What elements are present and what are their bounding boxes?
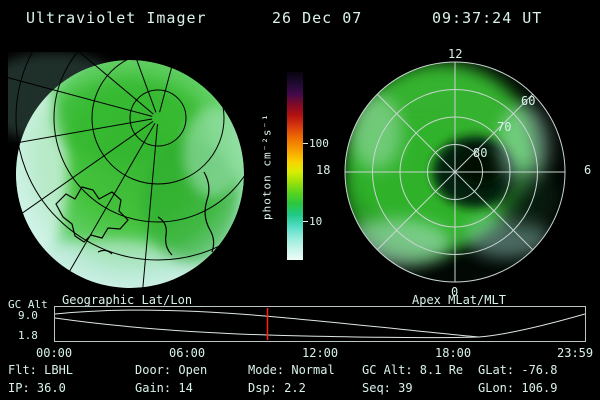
mlt-label-12: 12	[448, 47, 463, 61]
timeline-tick-1200: 12:00	[302, 346, 339, 360]
mlt-label-18: 18	[316, 163, 331, 177]
status-seq: Seq: 39	[362, 381, 413, 395]
geographic-image	[8, 52, 252, 296]
timeline-ymax: 9.0	[18, 309, 38, 322]
date-display: 26 Dec 07	[272, 9, 363, 27]
status-door: Door: Open	[135, 363, 208, 377]
timeline-plot	[54, 306, 586, 342]
ring-label-60: 60	[521, 94, 536, 108]
mlt-label-6: 6	[584, 163, 592, 177]
colorbar-tick-label-10: 10	[309, 215, 323, 228]
colorbar-tickmark-10	[303, 221, 308, 222]
timeline-ymin: 1.8	[18, 329, 38, 342]
app-title: Ultraviolet Imager	[26, 9, 207, 27]
timeline-tick-2359: 23:59	[557, 346, 594, 360]
status-flt: Flt: LBHL	[8, 363, 74, 377]
ring-label-70: 70	[497, 120, 512, 134]
timeline-ylabel: GC Alt	[8, 298, 48, 311]
colorbar	[287, 72, 303, 260]
status-dsp: Dsp: 2.2	[248, 381, 306, 395]
status-gain: Gain: 14	[135, 381, 193, 395]
status-mode: Mode: Normal	[248, 363, 335, 377]
mlt-label-0: 0	[451, 285, 459, 299]
colorbar-label: photon cm⁻²s⁻¹	[260, 113, 274, 221]
timeline-tick-0600: 06:00	[169, 346, 206, 360]
colorbar-tickmark-100	[303, 143, 308, 144]
timeline-tick-0000: 00:00	[36, 346, 73, 360]
altitude-curve	[54, 308, 586, 340]
mlat-mlt-grid	[344, 61, 566, 283]
time-display: 09:37:24 UT	[432, 9, 543, 27]
ring-label-80: 80	[473, 146, 488, 160]
latlon-grid	[8, 52, 252, 296]
right-panel-caption: Apex MLat/MLT	[412, 293, 506, 307]
colorbar-tick-label-100: 100	[309, 137, 329, 150]
apex-plot	[344, 61, 566, 283]
status-glat: GLat: -76.8	[478, 363, 558, 377]
left-panel-caption: Geographic Lat/Lon	[62, 293, 193, 307]
status-gc-alt: GC Alt: 8.1 Re	[362, 363, 464, 377]
coastline	[55, 171, 215, 256]
status-ip: IP: 36.0	[8, 381, 66, 395]
status-glon: GLon: 106.9	[478, 381, 558, 395]
timeline-tick-1800: 18:00	[435, 346, 472, 360]
